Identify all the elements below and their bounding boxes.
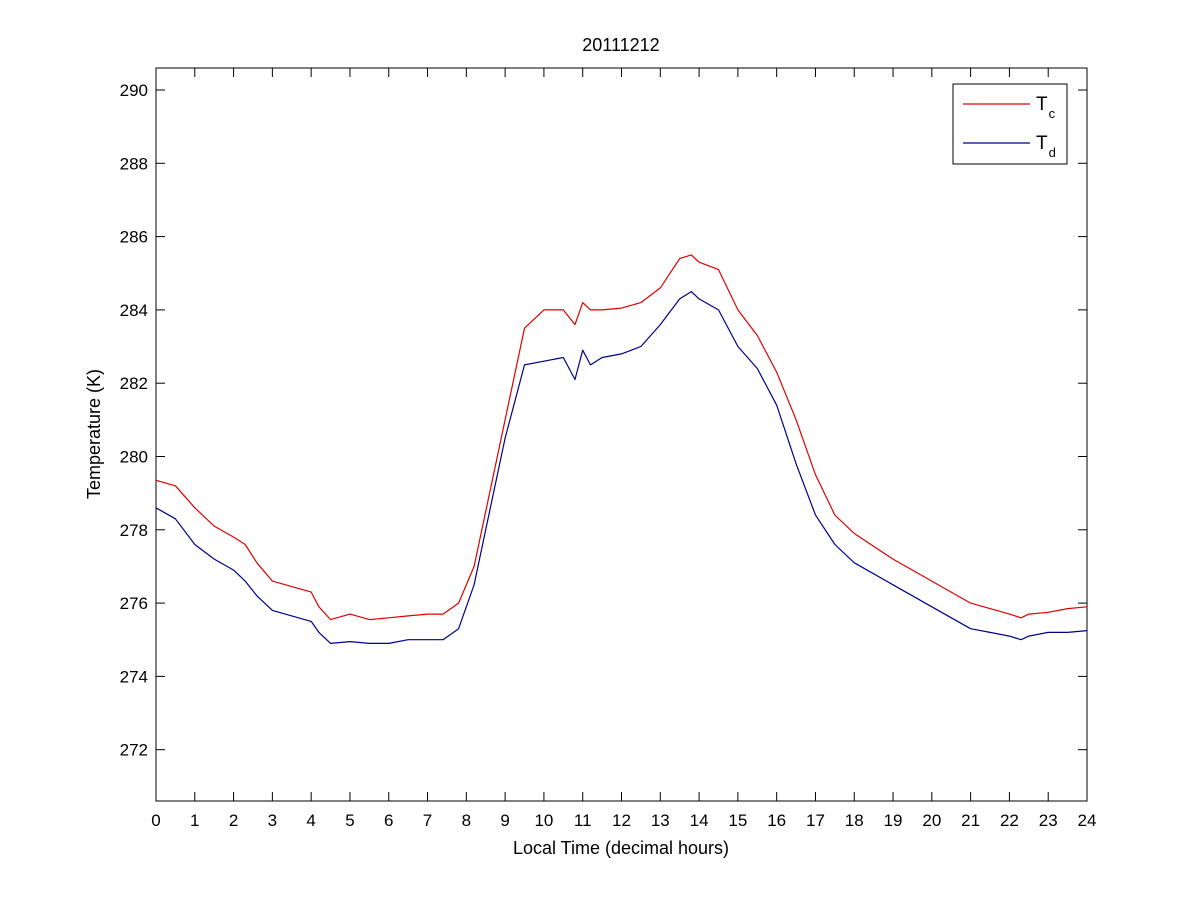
plot-area [155,67,1088,802]
legend-entry: Td [1036,133,1056,160]
legend-entry-name: T [1036,94,1048,115]
x-tick-label: 3 [268,811,277,830]
y-tick-label: 280 [120,447,148,466]
y-tick-label: 276 [120,594,148,613]
x-tick-label: 23 [1039,811,1058,830]
x-tick-label: 0 [151,811,160,830]
x-tick-label: 8 [462,811,471,830]
series-layer [155,254,1088,645]
x-tick-label: 2 [229,811,238,830]
y-tick-label: 288 [120,154,148,173]
legend-entry-name: T [1036,133,1048,154]
x-tick-label: 22 [1000,811,1019,830]
x-tick-label: 13 [651,811,670,830]
series-line-t-c [155,254,1088,621]
legend-entry-subscript: d [1049,145,1056,160]
x-axis: 0 1 2 3 4 5 6 7 8 9 10 11 12 13 14 15 16 17 18 19 20 21 22 23 24 [151,68,1096,830]
y-tick-label: 272 [120,741,148,760]
legend-entry: Tc [1036,94,1056,121]
x-tick-label: 18 [845,811,864,830]
series-line-t-d [155,291,1088,645]
x-tick-label: 20 [922,811,941,830]
y-tick-label: 290 [120,81,148,100]
x-tick-label: 14 [690,811,709,830]
y-axis-label: Temperature (K) [84,369,104,499]
y-axis: 272 274 276 278 280 282 284 286 288 290 [120,81,1087,760]
y-tick-label: 278 [120,521,148,540]
x-tick-label: 17 [806,811,825,830]
x-tick-label: 9 [500,811,509,830]
x-tick-label: 4 [306,811,315,830]
x-tick-label: 5 [345,811,354,830]
y-tick-label: 284 [120,301,148,320]
legend-box [952,83,1068,165]
y-tick-label: 282 [120,374,148,393]
x-tick-label: 16 [767,811,786,830]
x-axis-label: Local Time (decimal hours) [513,838,729,858]
legend-entry-subscript: c [1049,106,1056,121]
x-tick-label: 10 [534,811,553,830]
x-tick-label: 1 [190,811,199,830]
x-tick-label: 11 [574,811,592,830]
x-tick-label: 12 [612,811,631,830]
x-tick-label: 7 [423,811,432,830]
x-tick-label: 19 [884,811,903,830]
x-tick-label: 21 [961,811,980,830]
chart-title: 20111212 [582,35,659,55]
x-tick-label: 15 [728,811,747,830]
x-tick-label: 24 [1078,811,1097,830]
x-tick-label: 6 [384,811,393,830]
y-tick-label: 274 [120,667,148,686]
y-tick-label: 286 [120,228,148,247]
